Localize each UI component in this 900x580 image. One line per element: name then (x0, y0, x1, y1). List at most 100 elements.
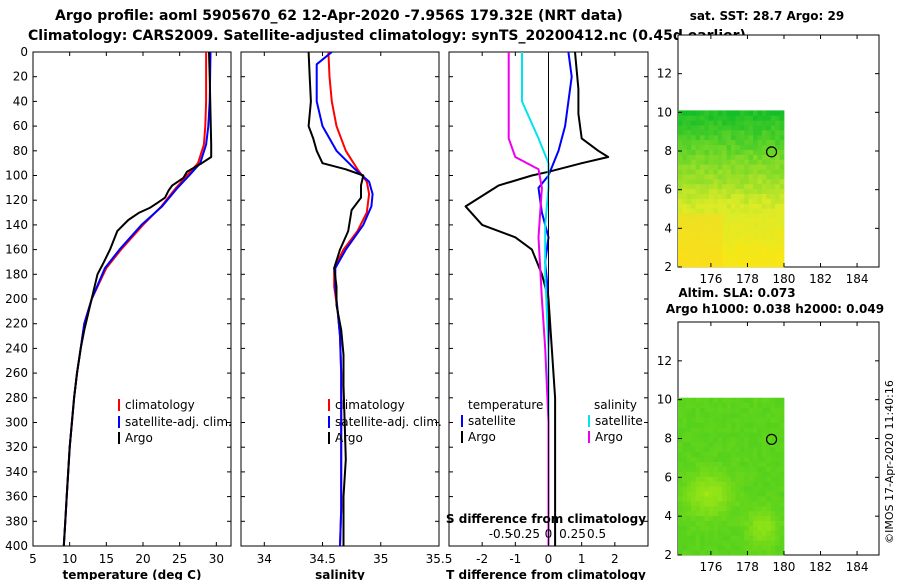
heatmap-cell (779, 491, 785, 497)
heatmap-cell (770, 402, 776, 408)
heatmap-cell (682, 188, 688, 194)
heatmap-cell (708, 183, 714, 190)
heatmap-cell (770, 407, 776, 413)
y-tick-label: 180 (5, 267, 28, 281)
heatmap-cell (757, 451, 763, 458)
legend-climatology-label: climatology (125, 398, 195, 412)
y-tick-label: 8 (664, 144, 672, 158)
heatmap-cell (757, 262, 763, 268)
heatmap-cell (717, 520, 723, 526)
heatmap-cell (770, 262, 776, 268)
heatmap-cell (700, 441, 705, 448)
temperature-axes-frame (32, 51, 232, 547)
heatmap-cell (757, 412, 763, 418)
heatmap-cell (678, 491, 683, 497)
heatmap-cell (691, 412, 697, 418)
heatmap-cell (695, 417, 701, 423)
heatmap-cell (704, 461, 710, 467)
heatmap-cell (691, 471, 697, 477)
heatmap-cell (761, 193, 767, 199)
heatmap-cell (766, 164, 772, 170)
heatmap-cell (744, 110, 750, 116)
heatmap-cell (686, 422, 692, 428)
heatmap-cell (779, 252, 785, 258)
heatmap-cell (761, 242, 767, 248)
heatmap-cell (678, 257, 683, 263)
heatmap-cell (704, 232, 710, 239)
heatmap-cell (761, 437, 767, 443)
heatmap-cell (744, 193, 750, 199)
heatmap-cell (730, 193, 736, 199)
heatmap-cell (717, 441, 723, 448)
heatmap-cell (739, 545, 745, 551)
heatmap-cell (770, 188, 776, 194)
heatmap-cell (678, 193, 683, 199)
heatmap-cell (739, 461, 745, 467)
heatmap-cell (717, 183, 723, 190)
heatmap-cell (753, 232, 758, 239)
sla-map-panel: Altim. SLA: 0.073 Argo h1000: 0.038 h200… (657, 286, 884, 574)
heatmap-cell (704, 446, 710, 453)
heatmap-cell (726, 500, 732, 507)
heatmap-cell (708, 154, 714, 160)
heatmap-cell (748, 496, 754, 502)
heatmap-cell (708, 510, 714, 517)
heatmap-cell (713, 496, 719, 502)
heatmap-cell (704, 451, 710, 458)
heatmap-cell (678, 198, 683, 204)
heatmap-cell (735, 446, 741, 453)
heatmap-cell (713, 441, 719, 448)
heatmap-cell (766, 193, 772, 199)
heatmap-cell (678, 530, 683, 536)
heatmap-cell (726, 213, 732, 219)
heatmap-cell (770, 164, 776, 170)
heatmap-cell (713, 134, 719, 141)
heatmap-cell (726, 178, 732, 185)
heatmap-cell (757, 232, 763, 239)
heatmap-cell (700, 159, 705, 165)
heatmap-cell (735, 412, 741, 418)
heatmap-cell (779, 471, 785, 477)
heatmap-cell (775, 183, 780, 190)
heatmap-cell (757, 159, 763, 165)
heatmap-cell (775, 540, 780, 546)
heatmap-cell (735, 193, 741, 199)
heatmap-cell (735, 144, 741, 150)
heatmap-cell (682, 110, 688, 116)
heatmap-cell (770, 481, 776, 487)
heatmap-cell (691, 227, 697, 234)
series-line-argo (62, 52, 213, 546)
heatmap-cell (717, 232, 723, 239)
heatmap-cell (722, 427, 727, 433)
series-line-s-argo (507, 52, 550, 546)
heatmap-cell (748, 491, 754, 497)
heatmap-cell (722, 397, 727, 404)
heatmap-cell (708, 252, 714, 258)
heatmap-cell (678, 262, 683, 268)
heatmap-cell (735, 422, 741, 428)
legend-temperature-title: temperature (468, 398, 543, 412)
heatmap-cell (717, 446, 723, 453)
heatmap-cell (722, 515, 727, 521)
heatmap-cell (713, 530, 719, 536)
heatmap-cell (704, 222, 710, 229)
heatmap-cell (779, 550, 785, 556)
heatmap-cell (695, 149, 701, 155)
heatmap-cell (730, 237, 736, 243)
heatmap-cell (761, 402, 767, 408)
heatmap-cell (682, 397, 688, 404)
heatmap-cell (695, 432, 701, 438)
heatmap-cell (708, 222, 714, 229)
heatmap-cell (704, 144, 710, 150)
heatmap-cell (682, 510, 688, 517)
heatmap-cell (748, 125, 754, 131)
heatmap-cell (748, 159, 754, 165)
heatmap-cell (753, 397, 758, 404)
temperature-x-ticks: 5 10 15 20 25 30 (29, 52, 224, 566)
heatmap-cell (717, 252, 723, 258)
heatmap-cell (713, 174, 719, 180)
heatmap-cell (775, 471, 780, 477)
heatmap-cell (779, 257, 785, 263)
heatmap-cell (726, 218, 732, 224)
heatmap-cell (744, 164, 750, 170)
